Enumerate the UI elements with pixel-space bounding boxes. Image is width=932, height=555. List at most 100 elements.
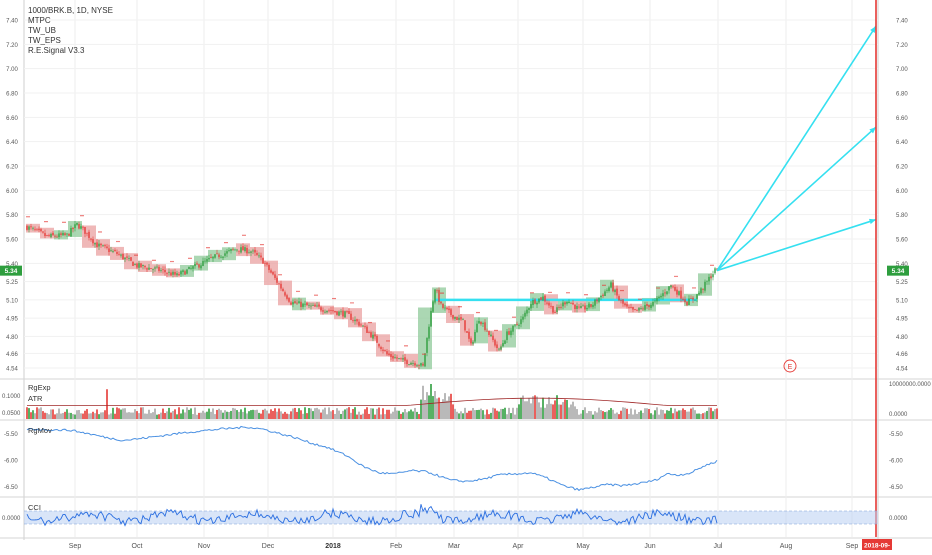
volume-bar (90, 413, 92, 419)
volume-right-tick-1: 0.0000 (889, 412, 908, 418)
candle-body (708, 276, 710, 282)
volume-bar (616, 412, 618, 419)
signal-dot (532, 292, 534, 294)
candle-body (526, 309, 528, 314)
volume-bar (284, 411, 286, 419)
current-price-text-left: 5.34 (5, 268, 18, 275)
candle-body (528, 308, 530, 310)
signal-dot (278, 274, 280, 276)
volume-bar (232, 407, 234, 419)
candle-body (122, 253, 124, 260)
candle-body (238, 250, 240, 252)
time-label-9: Jun (644, 543, 655, 550)
volume-bar (370, 408, 372, 419)
indicator-mtpc[interactable]: MTPC (28, 16, 51, 25)
candle-body (636, 309, 638, 311)
volume-bar (668, 410, 670, 419)
volume-bar (430, 384, 432, 419)
volume-bar (636, 413, 638, 419)
candle-body (540, 297, 542, 300)
time-label-1: Oct (132, 543, 143, 550)
candle-body (154, 267, 156, 269)
candle-body (156, 266, 158, 268)
volume-bar (162, 408, 164, 419)
volume-bar (104, 410, 106, 419)
candle-body (680, 290, 682, 299)
signal-dot (46, 220, 48, 223)
candle-body (52, 232, 54, 236)
candle-body (592, 304, 594, 308)
time-label-6: Mar (448, 543, 461, 550)
volume-bar (388, 409, 390, 419)
candle-body (302, 303, 304, 307)
volume-bar (88, 413, 90, 419)
volume-bar (366, 407, 368, 419)
indicator-tw-ub[interactable]: TW_UB (28, 26, 56, 35)
candle-body (282, 288, 284, 292)
rgmov-left-tick-0: -5.50 (4, 432, 18, 438)
candle-body (92, 239, 94, 244)
volume-bar (666, 410, 668, 419)
candle-body (574, 304, 576, 310)
volume-bar (658, 414, 660, 419)
volume-bar (540, 407, 542, 419)
candle-body (80, 226, 82, 229)
volume-bar (278, 408, 280, 419)
candle-body (676, 289, 678, 295)
candle-body (608, 287, 610, 292)
volume-bar (378, 407, 380, 419)
candle-body (190, 267, 192, 269)
volume-bar (94, 413, 96, 419)
volume-bar (496, 410, 498, 419)
candle-body (694, 299, 696, 301)
candle-body (206, 259, 208, 262)
indicator-tw-eps[interactable]: TW_EPS (28, 36, 61, 45)
signal-dot (224, 241, 226, 244)
volume-bar (500, 408, 502, 419)
volume-bar (396, 410, 398, 419)
candle-body (504, 340, 506, 344)
candle-body (214, 254, 216, 258)
volume-bar (234, 408, 236, 419)
volume-bar (244, 407, 246, 419)
candle-body (660, 295, 662, 298)
volume-bar (562, 402, 564, 419)
candle-body (454, 316, 456, 319)
volume-bar (438, 397, 440, 419)
volume-bar (596, 412, 598, 419)
candle-body (270, 270, 272, 273)
volume-bar (76, 410, 78, 419)
volume-bar (280, 411, 282, 419)
candle-body (234, 249, 236, 251)
volume-bar (526, 401, 528, 419)
indicator-re-signal[interactable]: R.E.Signal V3.3 (28, 46, 85, 55)
volume-bar (344, 409, 346, 419)
volume-bar (380, 414, 382, 419)
candle-body (626, 304, 628, 307)
signal-dot (676, 275, 678, 278)
signal-dot (26, 216, 28, 218)
earnings-marker-label: E (788, 364, 793, 371)
signal-dot (116, 240, 118, 243)
volume-bar (632, 414, 634, 419)
candle-body (280, 283, 282, 289)
price-tick-left-8: 5.80 (6, 213, 18, 219)
candle-body (402, 358, 404, 360)
candle-body (66, 233, 68, 235)
volume-bar (708, 407, 710, 419)
volume-bar (318, 409, 320, 419)
volume-bar (42, 411, 44, 419)
volume-bar (428, 395, 430, 419)
candle-body (534, 299, 536, 304)
symbol-title[interactable]: 1000/BRK.B, 1D, NYSE (28, 6, 113, 15)
volume-bar (120, 409, 122, 419)
volume-bar (612, 409, 614, 419)
candle-body (566, 301, 568, 304)
signal-dot (296, 290, 298, 293)
candle-body (244, 247, 246, 252)
candle-body (502, 343, 504, 347)
volume-bar (246, 413, 248, 419)
candle-body (174, 271, 176, 275)
candle-body (348, 311, 350, 314)
